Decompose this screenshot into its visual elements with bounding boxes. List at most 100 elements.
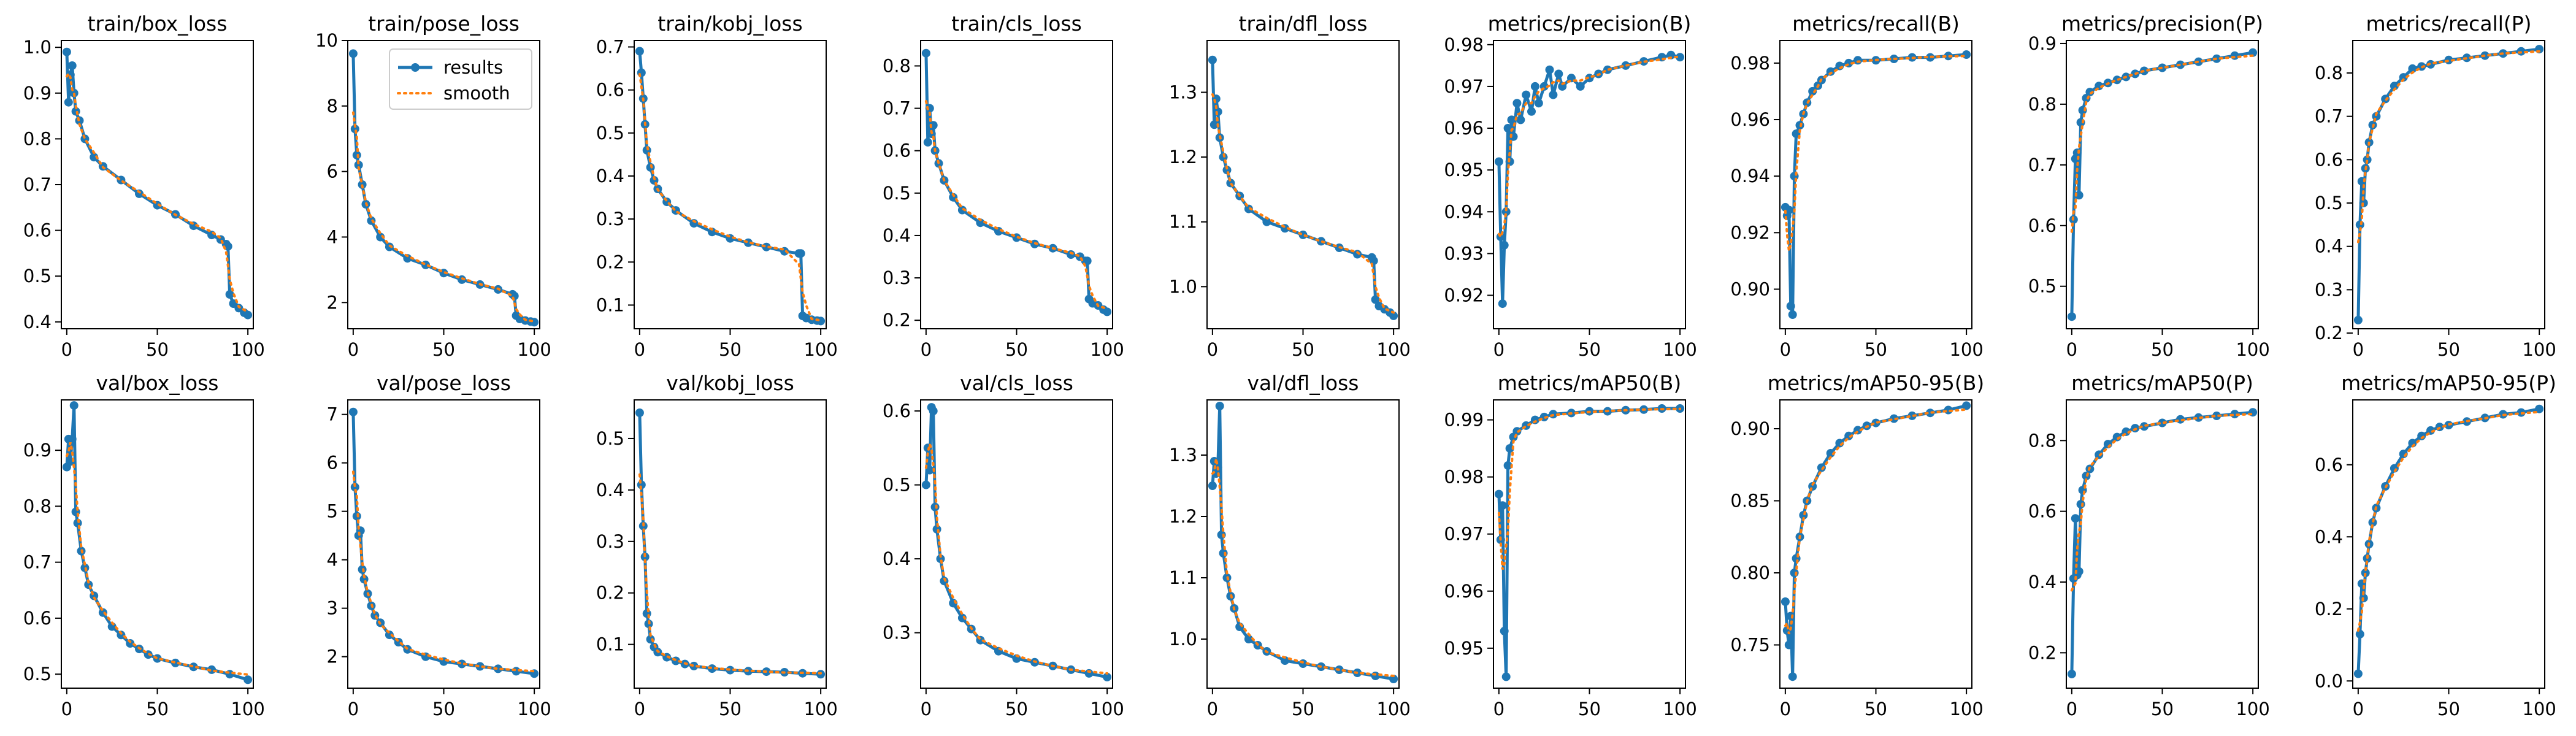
smooth-line [924, 440, 1109, 675]
y-tick-label: 0.4 [2028, 572, 2057, 592]
results-point [243, 310, 253, 320]
y-tick-label: 0.4 [2315, 526, 2343, 547]
y-tick-label: 6 [327, 453, 338, 473]
y-tick-label: 0.6 [2315, 454, 2343, 475]
chart-title: metrics/recall(P) [2366, 12, 2531, 36]
results-point [1371, 672, 1380, 680]
x-tick-label: 0 [1780, 339, 1791, 360]
y-tick-label: 0.4 [2315, 236, 2343, 257]
y-tick-label: 0.97 [1444, 76, 1484, 97]
results-point [1790, 569, 1799, 577]
x-tick-label: 0 [61, 699, 72, 719]
chart-title: metrics/precision(B) [1488, 12, 1692, 36]
x-tick-label: 50 [719, 699, 742, 719]
y-tick-label: 1.2 [1169, 506, 1197, 527]
smooth-line [1211, 458, 1395, 677]
results-point [1501, 672, 1511, 681]
plot-frame [347, 40, 540, 329]
x-tick-label: 50 [1578, 339, 1601, 360]
results-point [385, 631, 394, 640]
results-point [1103, 307, 1112, 316]
y-tick-label: 0.95 [1444, 159, 1484, 180]
x-tick-label: 100 [2522, 339, 2556, 360]
plot-frame [61, 40, 254, 329]
x-tick-label: 50 [432, 339, 455, 360]
chart-panel: train/kobj_loss 0 50 100 0.1 0.2 0.3 0.4 0.5 0.6 0… [596, 12, 838, 360]
results-point [1784, 205, 1793, 215]
x-tick-label: 50 [1005, 699, 1028, 719]
y-tick-label: 0.6 [596, 80, 624, 101]
x-tick-label: 100 [803, 339, 837, 360]
x-tick-label: 0 [1207, 699, 1218, 719]
results-point [1512, 99, 1522, 108]
results-point [67, 434, 77, 443]
smooth-line [1497, 407, 1682, 570]
y-tick-label: 0.8 [2315, 63, 2343, 83]
plot-frame [920, 399, 1113, 689]
y-tick-label: 0.92 [1730, 222, 1770, 243]
y-tick-label: 2 [327, 646, 338, 667]
results-point [403, 254, 412, 263]
plot-frame [920, 40, 1113, 329]
results-point [350, 125, 359, 134]
x-tick-label: 100 [517, 339, 551, 360]
y-tick-label: 0.5 [883, 183, 911, 204]
results-point [1534, 99, 1543, 108]
x-tick-label: 0 [1493, 699, 1505, 719]
chart-panel: metrics/precision(P) 0 50 100 0.5 0.6 0.7 0.8 0.… [2028, 12, 2270, 360]
results-point [1576, 82, 1585, 91]
x-tick-label: 100 [1949, 339, 1983, 360]
y-tick-label: 0.4 [23, 312, 52, 332]
smooth-line [1211, 93, 1395, 314]
y-tick-label: 4 [327, 550, 338, 570]
results-point [936, 554, 945, 564]
results-point [921, 48, 930, 58]
chart-panel: train/cls_loss 0 50 100 0.2 0.3 0.4 0.5 0.6 0.7 0.… [883, 12, 1124, 360]
results-point [1208, 481, 1217, 490]
x-tick-label: 0 [1207, 339, 1218, 360]
x-tick-label: 50 [1578, 699, 1601, 719]
y-tick-label: 1.2 [1169, 147, 1197, 167]
results-point [635, 47, 644, 56]
results-point [1219, 549, 1228, 558]
x-tick-label: 100 [1090, 699, 1124, 719]
y-tick-label: 0.5 [2028, 276, 2057, 297]
y-tick-label: 0.2 [2315, 323, 2343, 343]
results-point [923, 137, 932, 147]
smooth-line [351, 470, 536, 673]
results-point [2230, 51, 2239, 60]
y-tick-label: 0.80 [1730, 562, 1770, 583]
results-point [2072, 148, 2082, 158]
chart-panel: train/pose_loss 0 50 100 2 4 6 8 10 results smooth [315, 12, 551, 360]
chart-panel: metrics/recall(P) 0 50 100 0.2 0.3 0.4 0.5 0.6 0.… [2315, 12, 2556, 360]
results-point [708, 664, 716, 673]
smooth-line [2070, 413, 2255, 592]
x-tick-label: 0 [2353, 339, 2364, 360]
results-point [921, 480, 930, 489]
chart-panel: metrics/mAP50(P) 0 50 100 0.2 0.4 0.6 0.8 [2028, 371, 2270, 719]
x-tick-label: 0 [1780, 699, 1791, 719]
results-point [117, 631, 126, 640]
chart-title: val/dfl_loss [1247, 371, 1359, 395]
y-tick-label: 0.6 [23, 608, 52, 629]
results-point [1067, 250, 1076, 259]
x-tick-label: 100 [2236, 699, 2269, 719]
x-tick-label: 100 [1663, 699, 1696, 719]
y-tick-label: 0.4 [883, 548, 911, 569]
results-point [635, 408, 644, 417]
results-point [458, 275, 466, 284]
y-tick-label: 0.9 [23, 440, 52, 461]
y-tick-label: 0.8 [2028, 430, 2057, 451]
x-tick-label: 50 [146, 339, 169, 360]
smooth-line [2070, 54, 2255, 233]
results-point [1786, 611, 1795, 621]
results-point [475, 662, 485, 671]
chart-panel: train/box_loss 0 50 100 0.4 0.5 0.6 0.7 0.8 0.9 1.… [23, 12, 265, 360]
results-point [1527, 107, 1536, 116]
chart-title: val/box_loss [96, 371, 219, 395]
chart-title: train/pose_loss [368, 12, 519, 36]
y-tick-label: 0.7 [23, 174, 52, 195]
results-point [1522, 90, 1531, 99]
results-point [225, 290, 234, 299]
chart-panel: train/dfl_loss 0 50 100 1.0 1.1 1.2 1.3 [1169, 12, 1411, 360]
